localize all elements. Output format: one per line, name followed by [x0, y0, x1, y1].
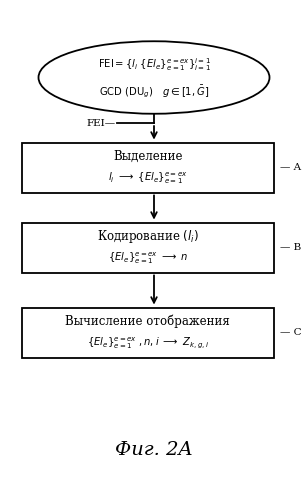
- Text: — B: — B: [280, 243, 302, 252]
- Text: Выделение: Выделение: [113, 150, 183, 163]
- Text: $\{El_e\}^{e=ex}_{e=1}\ \longrightarrow\ n$: $\{El_e\}^{e=ex}_{e=1}\ \longrightarrow\…: [107, 251, 188, 266]
- Text: Кодирование $(l_i)$: Кодирование $(l_i)$: [97, 228, 199, 245]
- Text: — A: — A: [280, 163, 302, 172]
- Text: $\mathrm{GCD}\ (\mathrm{DU}_g)\ \ \ g \in [1, \bar{G}]$: $\mathrm{GCD}\ (\mathrm{DU}_g)\ \ \ g \i…: [99, 84, 209, 100]
- Text: $\mathrm{FEI} = \{l_i\ \{El_e\}^{e=ex}_{e=1}\}^{i=1}_{i=1}$: $\mathrm{FEI} = \{l_i\ \{El_e\}^{e=ex}_{…: [98, 56, 210, 74]
- Text: $l_i\ \longrightarrow\ \{El_e\}^{e=ex}_{e=1}$: $l_i\ \longrightarrow\ \{El_e\}^{e=ex}_{…: [108, 171, 188, 186]
- Text: — C: — C: [280, 328, 302, 337]
- Text: $\{El_e\}^{e=ex}_{e=1}\ ,n,i\ \longrightarrow\ Z_{k,g,i}$: $\{El_e\}^{e=ex}_{e=1}\ ,n,i\ \longright…: [87, 336, 209, 351]
- Text: FEI—: FEI—: [86, 118, 116, 128]
- Text: Вычисление отображения: Вычисление отображения: [66, 315, 230, 328]
- Text: Фиг. 2A: Фиг. 2A: [115, 441, 193, 459]
